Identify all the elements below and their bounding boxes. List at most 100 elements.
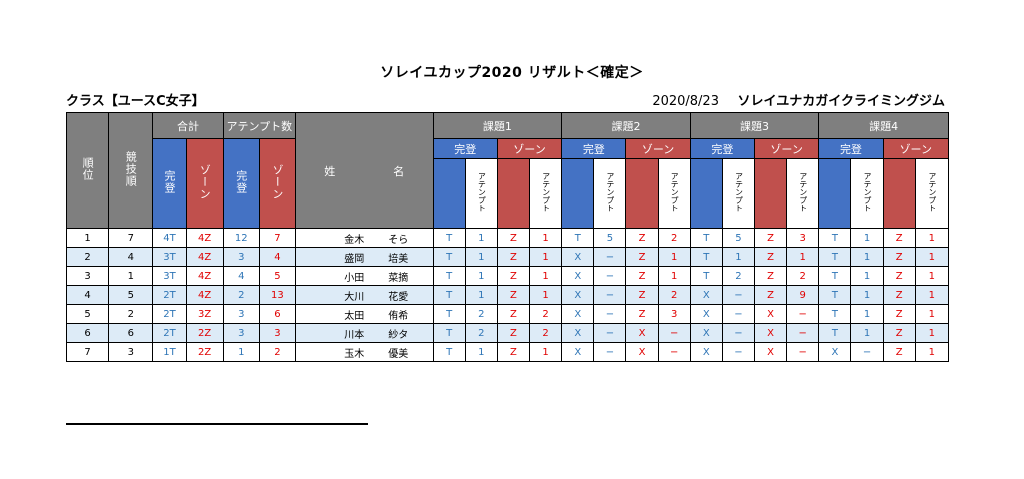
p4-top-attempt-header: アテンプト — [850, 158, 884, 229]
venue-name: ソレイユナカガイクライミングジム — [737, 94, 945, 109]
p1-top-fill — [432, 158, 466, 229]
problem-3-top-attempt-cell: 1 — [721, 247, 756, 267]
zone-attempts-cell: 3 — [258, 323, 297, 343]
problem-2-top-cell: X — [561, 266, 595, 286]
problem-4-top-cell: T — [818, 228, 852, 248]
table-row: 7 3 1T 2Z 1 2 玉木 優美 T 1 Z 1 X − X − X − X − X − Z 1 — [65, 342, 950, 362]
total-top-cell: 3T — [152, 266, 187, 286]
problem-3-top-cell: X — [689, 304, 723, 324]
order-cell: 7 — [108, 228, 154, 248]
class-label: クラス【ユースC女子】 — [66, 94, 205, 109]
top-attempts-cell: 3 — [222, 323, 260, 343]
problem-3-zone-cell: X — [754, 342, 788, 362]
problem-3-top-cell: X — [689, 323, 723, 343]
athlete-name-cell: 金木 そら — [295, 228, 434, 248]
order-cell: 3 — [108, 342, 154, 362]
p2-top-attempt-header: アテンプト — [593, 158, 627, 229]
order-cell: 4 — [108, 247, 154, 267]
results-table: 順位 競技順 合計 アテンプト数 姓名 課題1 課題2 課題3 課題4 完登 ゾ… — [65, 112, 950, 362]
total-zone-cell: 2Z — [185, 342, 224, 362]
total-top-cell: 2T — [152, 285, 187, 305]
problem-4-top-cell: T — [818, 266, 852, 286]
p2-top-fill — [561, 158, 595, 229]
given-name: 侑希 — [388, 310, 409, 322]
athlete-name-cell: 川本 紗タ — [295, 323, 434, 343]
problem-4-zone-cell: Z — [882, 247, 916, 267]
problem-3-zone-attempt-cell: 9 — [786, 285, 820, 305]
zone-attempts-cell: 4 — [258, 247, 297, 267]
name-header: 姓名 — [295, 112, 434, 229]
problem-3-top-attempt-cell: − — [721, 304, 756, 324]
given-name: 菜摘 — [388, 272, 409, 284]
problem-1-zone-attempt-cell: 1 — [529, 342, 563, 362]
p3-zone-attempt-header: アテンプト — [786, 158, 820, 229]
surname: 盛岡 — [344, 253, 365, 265]
problem-4-top-attempt-cell: 1 — [850, 247, 884, 267]
problem-4-header: 課題4 — [818, 112, 949, 139]
p1-top-attempt-header: アテンプト — [464, 158, 498, 229]
order-cell: 6 — [108, 323, 154, 343]
event-date: 2020/8/23 — [652, 94, 719, 109]
problem-1-top-cell: T — [432, 342, 466, 362]
total-top-cell: 4T — [152, 228, 187, 248]
problem-2-zone-cell: X — [625, 323, 659, 343]
given-name: 優美 — [388, 348, 409, 360]
problem-4-top-attempt-cell: 1 — [850, 304, 884, 324]
problem-1-top-cell: T — [432, 285, 466, 305]
problem-3-top-attempt-cell: − — [721, 285, 756, 305]
problem-3-zone-cell: Z — [754, 247, 788, 267]
problem-3-top-cell: X — [689, 285, 723, 305]
problem-3-zone-cell: X — [754, 304, 788, 324]
surname: 太田 — [344, 310, 365, 322]
surname: 大川 — [344, 291, 365, 303]
athlete-name-cell: 盛岡 培美 — [295, 247, 434, 267]
table-row: 2 4 3T 4Z 3 4 盛岡 培美 T 1 Z 1 X − Z 1 T 1 Z 1 T 1 Z 1 — [65, 247, 950, 267]
top-attempts-cell: 4 — [222, 266, 260, 286]
order-cell: 5 — [108, 285, 154, 305]
problem-2-zone-attempt-cell: 2 — [657, 285, 691, 305]
problem-4-top-attempt-cell: 1 — [850, 323, 884, 343]
given-name: 花愛 — [388, 291, 409, 303]
problem-3-top-cell: T — [689, 266, 723, 286]
attempts-zone-header: ゾーン — [258, 138, 297, 229]
problem-1-top-attempt-cell: 1 — [464, 228, 498, 248]
problem-1-zone-attempt-cell: 1 — [529, 228, 563, 248]
problem-4-zone-attempt-cell: 1 — [914, 247, 950, 267]
problem-1-zone-attempt-cell: 2 — [529, 304, 563, 324]
problem-1-top-attempt-cell: 2 — [464, 304, 498, 324]
total-zone-cell: 4Z — [185, 285, 224, 305]
zone-attempts-cell: 6 — [258, 304, 297, 324]
problem-2-header: 課題2 — [561, 112, 691, 139]
attempts-top-header: 完登 — [222, 138, 260, 229]
problem-1-top-attempt-cell: 1 — [464, 285, 498, 305]
problem-2-top-cell: X — [561, 304, 595, 324]
surname: 川本 — [344, 329, 365, 341]
problem-2-top-cell: T — [561, 228, 595, 248]
top-attempts-cell: 2 — [222, 285, 260, 305]
problem-4-zone-attempt-cell: 1 — [914, 285, 950, 305]
problem-4-zone-attempt-cell: 1 — [914, 323, 950, 343]
p4-zone-fill — [882, 158, 916, 229]
problem-2-zone-attempt-cell: − — [657, 323, 691, 343]
problem-2-zone-cell: Z — [625, 247, 659, 267]
problem-4-zone-cell: Z — [882, 342, 916, 362]
p3-top-attempt-header: アテンプト — [721, 158, 756, 229]
problem-1-zone-attempt-cell: 1 — [529, 266, 563, 286]
problem-2-top-attempt-cell: − — [593, 247, 627, 267]
problem-1-top-cell: T — [432, 228, 466, 248]
athlete-name-cell: 小田 菜摘 — [295, 266, 434, 286]
problem-3-top-cell: T — [689, 247, 723, 267]
problem-1-zone-cell: Z — [496, 323, 531, 343]
athlete-name-cell: 大川 花愛 — [295, 285, 434, 305]
problem-1-top-cell: T — [432, 323, 466, 343]
problem-4-zone-cell: Z — [882, 228, 916, 248]
problem-2-top-attempt-cell: − — [593, 323, 627, 343]
problem-4-top-attempt-cell: − — [850, 342, 884, 362]
problem-4-top-cell: T — [818, 304, 852, 324]
problem-2-top-cell: X — [561, 285, 595, 305]
given-name: そら — [388, 234, 409, 246]
problem-4-zone-attempt-cell: 1 — [914, 228, 950, 248]
problem-3-zone-cell: Z — [754, 266, 788, 286]
p1-zone-header: ゾーン — [496, 138, 563, 159]
problem-1-top-cell: T — [432, 266, 466, 286]
